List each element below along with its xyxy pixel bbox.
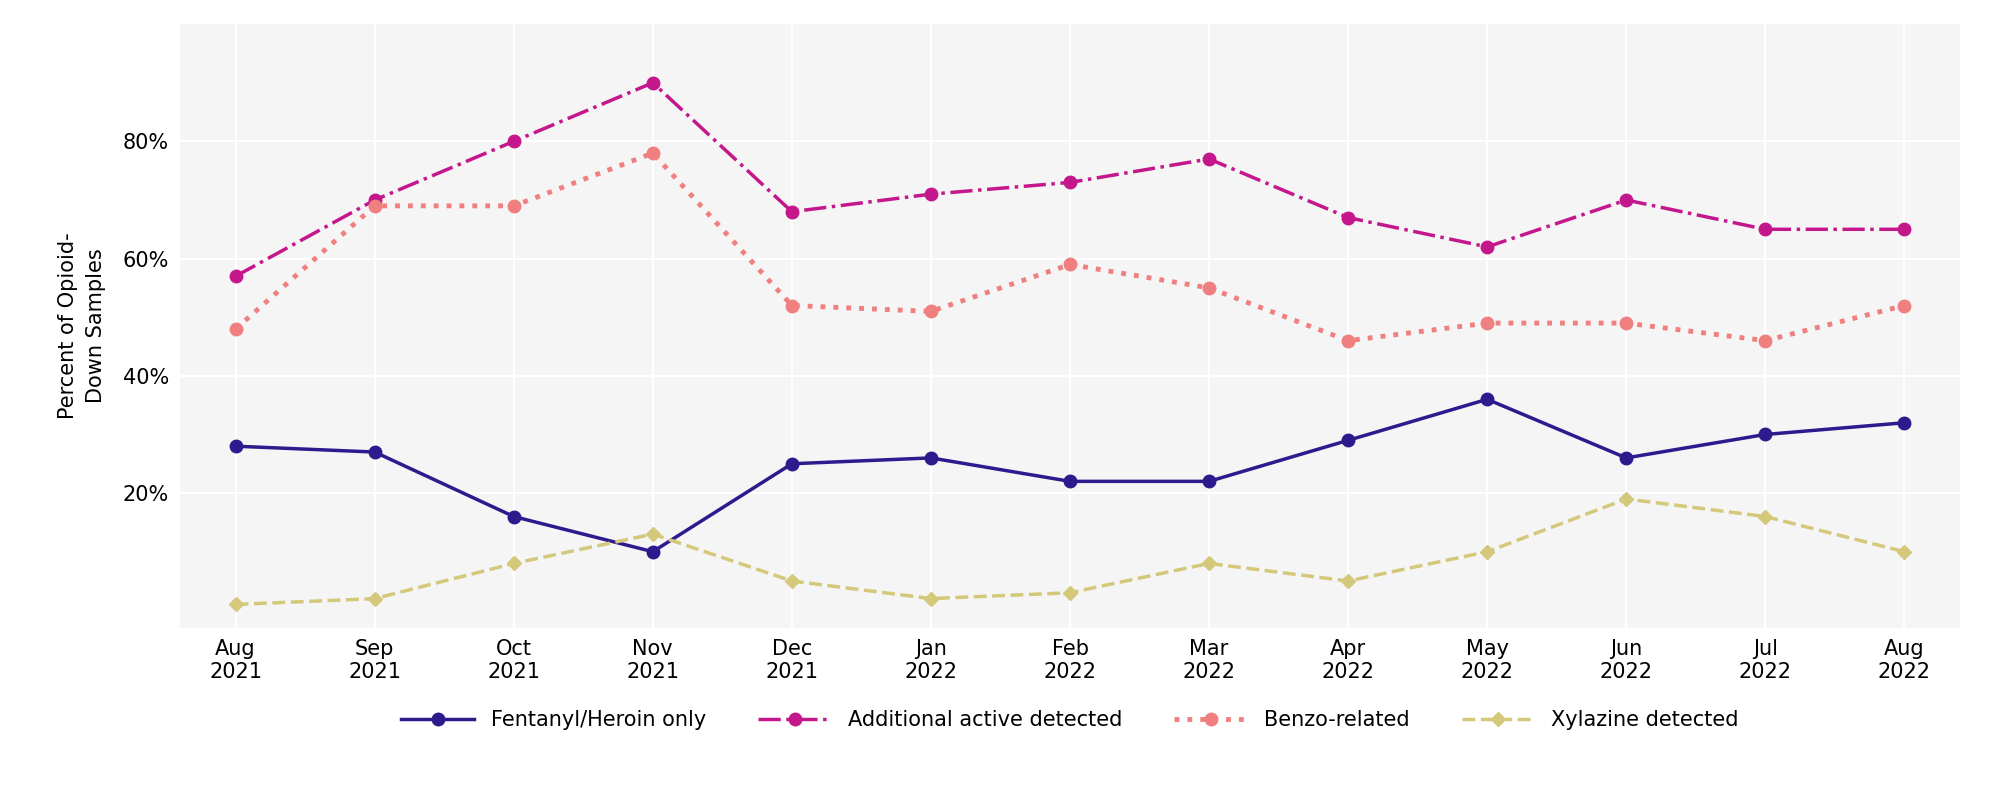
Y-axis label: Percent of Opioid-
Down Samples: Percent of Opioid- Down Samples (58, 233, 106, 419)
Legend: Fentanyl/Heroin only, Additional active detected, Benzo-related, Xylazine detect: Fentanyl/Heroin only, Additional active … (394, 702, 1748, 738)
